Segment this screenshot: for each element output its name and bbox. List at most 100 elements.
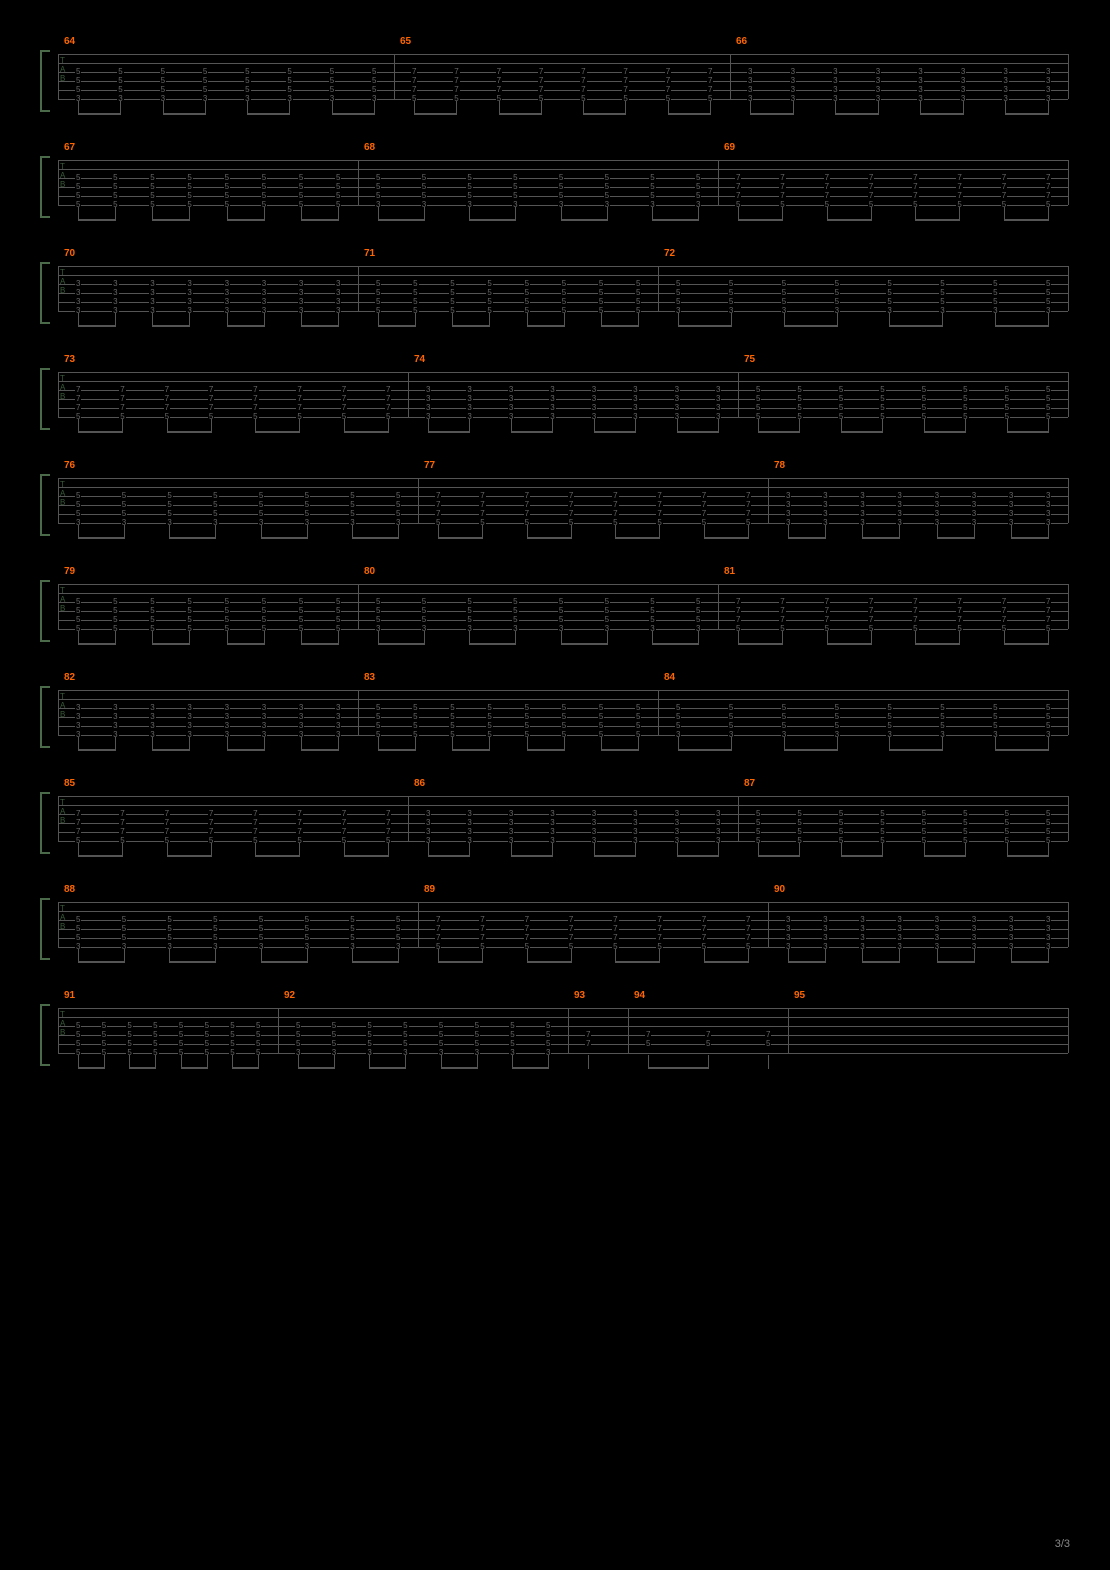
fret-number: 5 bbox=[375, 704, 381, 712]
fret-number: 5 bbox=[75, 598, 81, 606]
fret-number: 5 bbox=[166, 492, 172, 500]
measure-number: 76 bbox=[64, 460, 75, 471]
fret-number: 5 bbox=[675, 713, 681, 721]
fret-number: 3 bbox=[591, 395, 597, 403]
fret-number: 5 bbox=[331, 1040, 337, 1048]
fret-number: 5 bbox=[75, 192, 81, 200]
fret-number: 5 bbox=[112, 192, 118, 200]
fret-number: 3 bbox=[298, 722, 304, 730]
fret-number: 5 bbox=[421, 192, 427, 200]
fret-number: 3 bbox=[549, 386, 555, 394]
fret-number: 5 bbox=[186, 598, 192, 606]
fret-number: 5 bbox=[755, 819, 761, 827]
fret-number: 5 bbox=[1045, 713, 1051, 721]
fret-number: 7 bbox=[612, 510, 618, 518]
fret-number: 5 bbox=[412, 280, 418, 288]
fret-number: 5 bbox=[75, 1022, 81, 1030]
fret-number: 5 bbox=[675, 298, 681, 306]
fret-number: 7 bbox=[735, 183, 741, 191]
fret-number: 5 bbox=[486, 289, 492, 297]
fret-number: 7 bbox=[1045, 607, 1051, 615]
fret-number: 5 bbox=[466, 616, 472, 624]
fret-number: 5 bbox=[466, 174, 472, 182]
fret-number: 5 bbox=[204, 1031, 210, 1039]
fret-number: 5 bbox=[838, 810, 844, 818]
fret-number: 5 bbox=[879, 404, 885, 412]
fret-number: 5 bbox=[838, 828, 844, 836]
fret-number: 5 bbox=[558, 607, 564, 615]
fret-number: 5 bbox=[375, 192, 381, 200]
fret-number: 7 bbox=[453, 68, 459, 76]
fret-number: 5 bbox=[449, 722, 455, 730]
fret-number: 3 bbox=[112, 289, 118, 297]
fret-number: 7 bbox=[208, 404, 214, 412]
fret-number: 7 bbox=[119, 828, 125, 836]
fret-number: 5 bbox=[261, 183, 267, 191]
fret-number: 3 bbox=[715, 810, 721, 818]
fret-number: 5 bbox=[509, 1040, 515, 1048]
fret-number: 5 bbox=[75, 174, 81, 182]
fret-number: 5 bbox=[962, 819, 968, 827]
staff-bracket bbox=[40, 898, 50, 960]
fret-number: 5 bbox=[258, 925, 264, 933]
fret-number: 3 bbox=[112, 713, 118, 721]
fret-number: 5 bbox=[886, 713, 892, 721]
fret-number: 3 bbox=[674, 810, 680, 818]
fret-number: 7 bbox=[385, 810, 391, 818]
fret-number: 7 bbox=[538, 77, 544, 85]
fret-number: 3 bbox=[149, 298, 155, 306]
fret-number: 5 bbox=[375, 713, 381, 721]
fret-number: 3 bbox=[896, 934, 902, 942]
fret-number: 5 bbox=[781, 704, 787, 712]
fret-number: 5 bbox=[421, 598, 427, 606]
measure-number: 67 bbox=[64, 142, 75, 153]
fret-number: 5 bbox=[375, 607, 381, 615]
fret-number: 7 bbox=[580, 77, 586, 85]
fret-number: 7 bbox=[524, 510, 530, 518]
fret-number: 5 bbox=[524, 722, 530, 730]
staff-row: TAB8855535553555355535553555355535553897… bbox=[40, 878, 1070, 960]
fret-number: 3 bbox=[790, 86, 796, 94]
fret-number: 7 bbox=[1045, 174, 1051, 182]
fret-number: 5 bbox=[304, 492, 310, 500]
fret-number: 3 bbox=[591, 810, 597, 818]
fret-number: 3 bbox=[875, 86, 881, 94]
staff-row: TAB7655535553555355535553555355535553777… bbox=[40, 454, 1070, 536]
fret-number: 7 bbox=[665, 68, 671, 76]
fret-number: 7 bbox=[524, 492, 530, 500]
fret-number: 5 bbox=[75, 86, 81, 94]
fret-number: 5 bbox=[204, 1022, 210, 1030]
fret-number: 5 bbox=[879, 810, 885, 818]
fret-number: 7 bbox=[612, 501, 618, 509]
fret-number: 3 bbox=[335, 704, 341, 712]
fret-number: 7 bbox=[568, 934, 574, 942]
fret-number: 5 bbox=[166, 916, 172, 924]
fret-number: 7 bbox=[252, 810, 258, 818]
fret-number: 5 bbox=[939, 298, 945, 306]
fret-number: 5 bbox=[635, 713, 641, 721]
fret-number: 5 bbox=[962, 386, 968, 394]
fret-number: 5 bbox=[261, 192, 267, 200]
fret-number: 7 bbox=[411, 68, 417, 76]
fret-number: 7 bbox=[119, 819, 125, 827]
fret-number: 7 bbox=[656, 925, 662, 933]
staff-bracket bbox=[40, 50, 50, 112]
fret-number: 5 bbox=[186, 174, 192, 182]
measure-number: 87 bbox=[744, 778, 755, 789]
fret-number: 5 bbox=[212, 925, 218, 933]
fret-number: 7 bbox=[568, 510, 574, 518]
fret-number: 7 bbox=[645, 1031, 651, 1039]
fret-number: 3 bbox=[112, 298, 118, 306]
fret-number: 7 bbox=[208, 828, 214, 836]
fret-number: 7 bbox=[735, 616, 741, 624]
fret-number: 5 bbox=[112, 607, 118, 615]
fret-number: 7 bbox=[824, 174, 830, 182]
fret-number: 3 bbox=[112, 280, 118, 288]
fret-number: 7 bbox=[453, 86, 459, 94]
fret-number: 5 bbox=[1045, 404, 1051, 412]
fret-number: 7 bbox=[779, 607, 785, 615]
fret-number: 5 bbox=[298, 192, 304, 200]
fret-number: 5 bbox=[604, 616, 610, 624]
fret-number: 3 bbox=[896, 492, 902, 500]
fret-number: 5 bbox=[149, 598, 155, 606]
